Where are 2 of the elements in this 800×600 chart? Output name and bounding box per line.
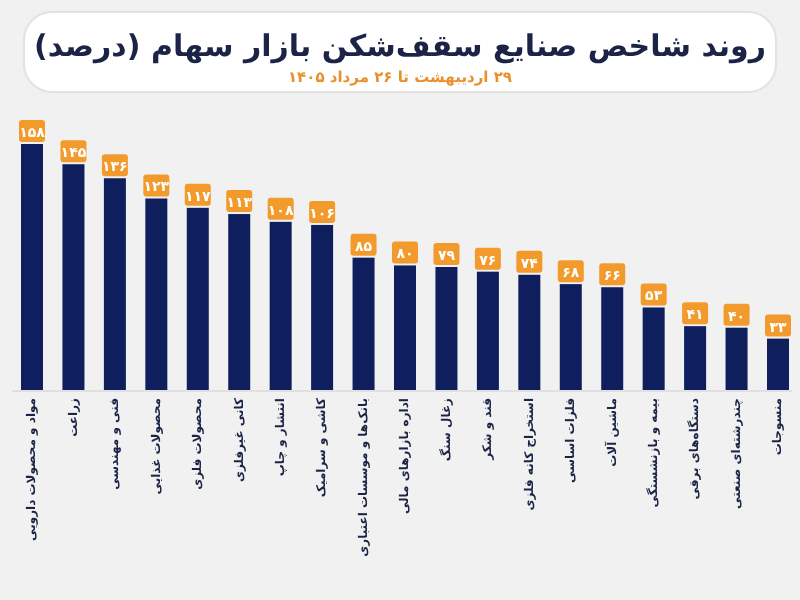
bar [311, 224, 334, 390]
chart-title: روند شاخص صنایع سقف‌شکن بازار سهام (درصد) [34, 28, 766, 64]
